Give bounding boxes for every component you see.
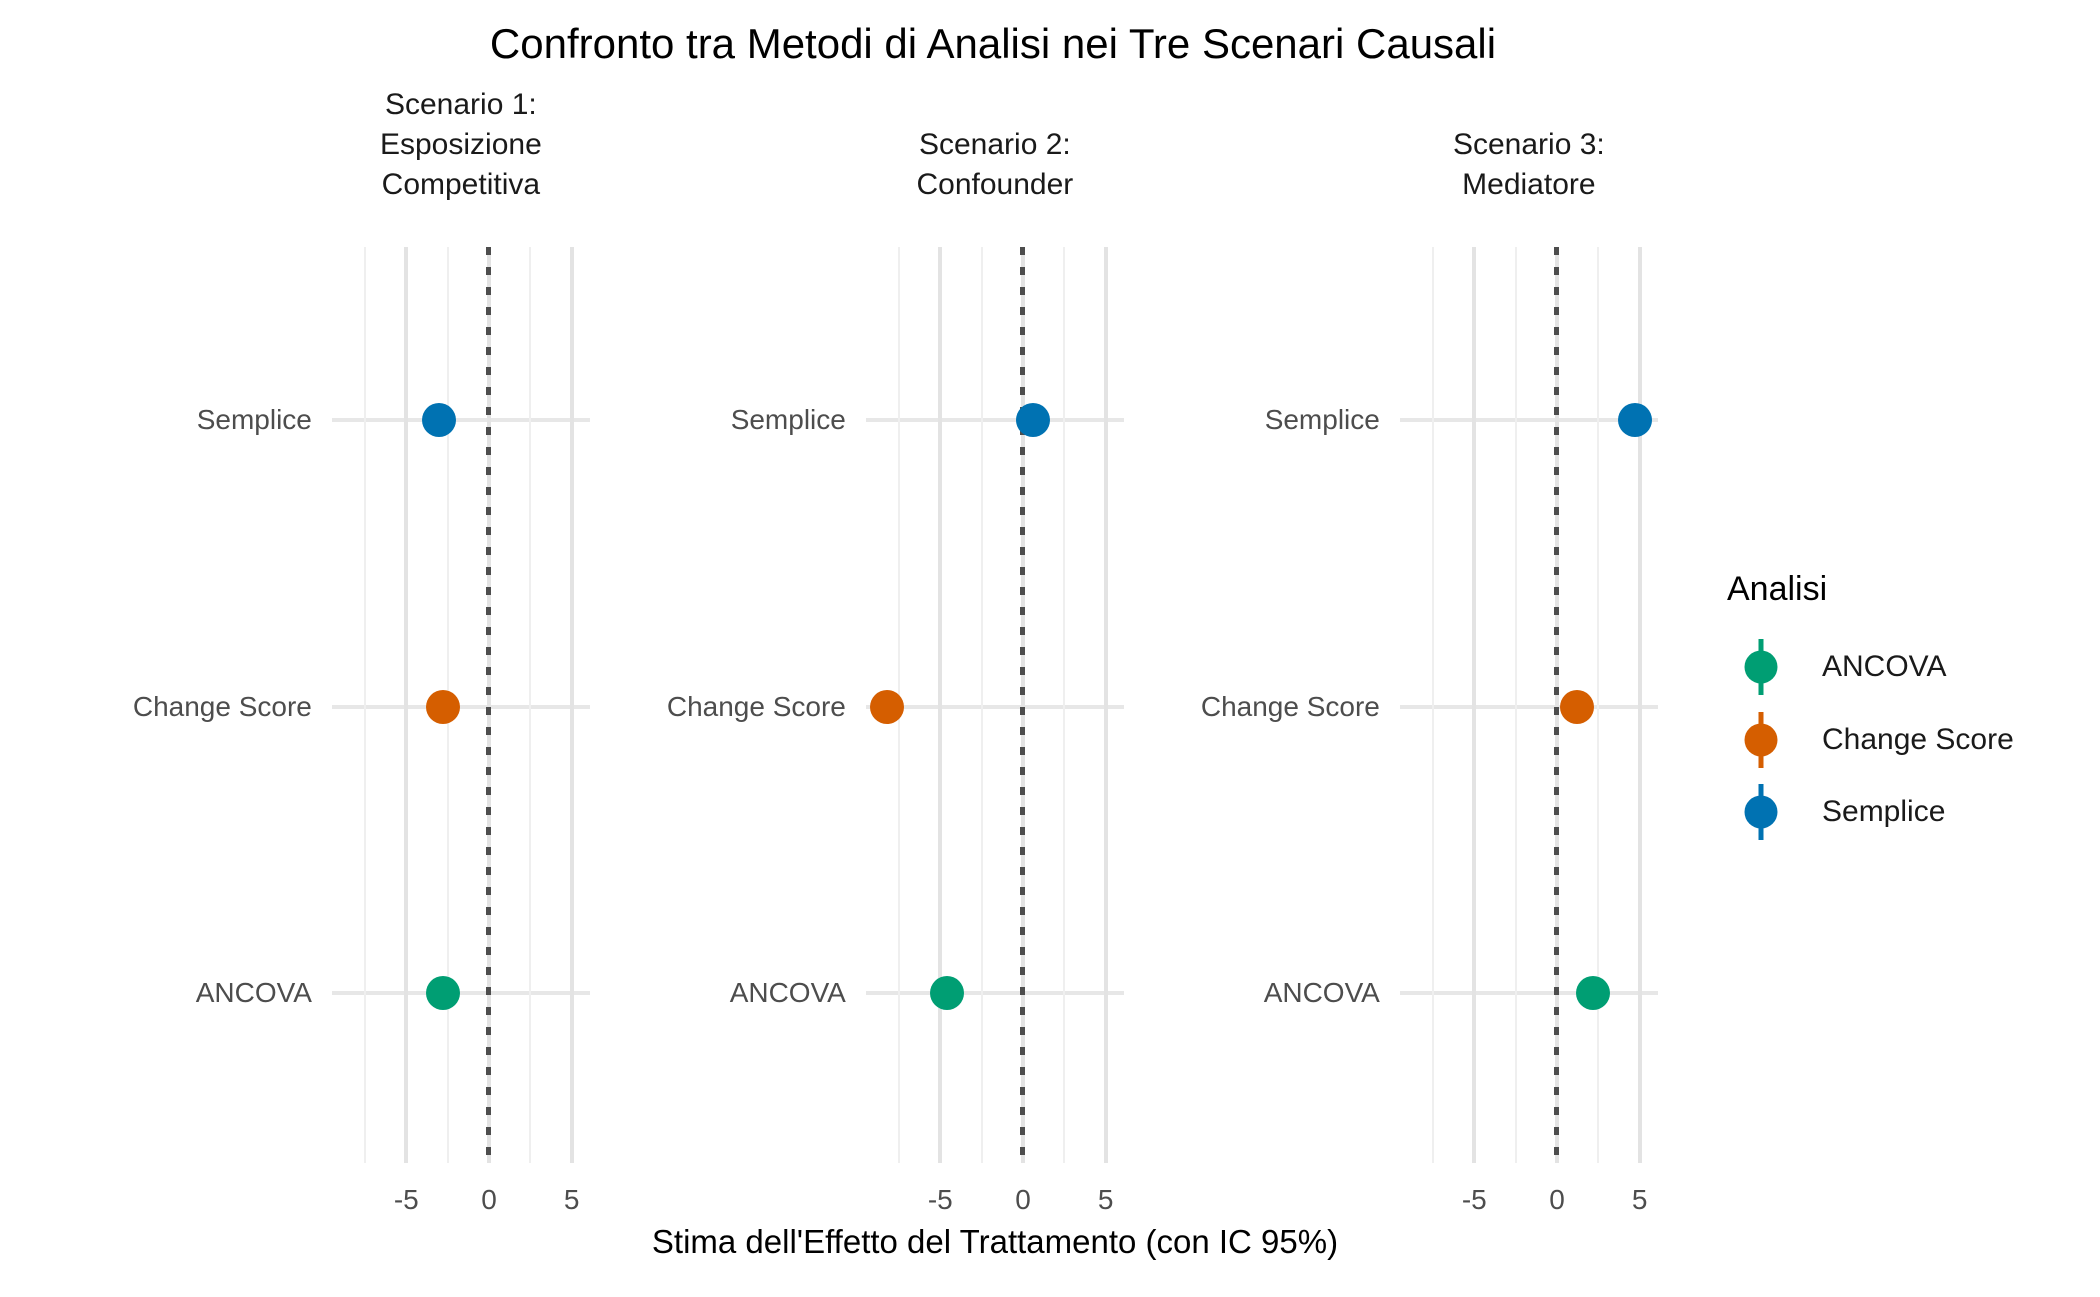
- legend-point-icon: [1744, 723, 1778, 756]
- gridline-y-major: [1399, 418, 1658, 422]
- gridline-y-major: [1399, 991, 1658, 995]
- gridline-x-minor: [363, 247, 366, 1163]
- gridline-x-major: [404, 247, 409, 1163]
- gridline-x-minor: [1514, 247, 1517, 1163]
- x-axis-tick-label: 0: [481, 1184, 497, 1215]
- y-axis-label: ANCOVA: [729, 977, 846, 1008]
- facet-strip-line: Esposizione: [379, 128, 542, 161]
- y-axis-label: Semplice: [730, 404, 846, 435]
- data-point: [425, 976, 460, 1010]
- gridline-x-major: [569, 247, 574, 1163]
- gridline-x-major: [1103, 247, 1108, 1163]
- data-point: [1015, 403, 1050, 437]
- gridline-x-major: [938, 247, 943, 1163]
- x-axis-tick-label: 0: [1015, 1184, 1031, 1215]
- legend-item-label: Semplice: [1822, 795, 1946, 828]
- x-axis-tick-label: 5: [1631, 1184, 1648, 1215]
- y-axis-label: ANCOVA: [1263, 977, 1380, 1008]
- y-axis-label: ANCOVA: [195, 977, 312, 1008]
- chart-title: Confronto tra Metodi di Analisi nei Tre …: [489, 20, 1497, 67]
- zero-reference-line: [1020, 247, 1026, 1163]
- data-point: [1576, 976, 1611, 1010]
- facet-strip: Scenario 2: Confounder: [866, 125, 1124, 205]
- gridline-x-minor: [980, 247, 983, 1163]
- gridline-y-major: [865, 991, 1124, 995]
- facet-strip: Scenario 3: Mediatore: [1400, 125, 1658, 205]
- data-point: [1559, 690, 1594, 724]
- gridline-y-major: [865, 705, 1124, 709]
- gridline-y-major: [331, 418, 590, 422]
- facet-strip-line: Scenario 3:: [1452, 128, 1605, 161]
- legend-item-label: ANCOVA: [1822, 650, 1947, 683]
- gridline-y-major: [331, 991, 590, 995]
- gridline-x-major: [1472, 247, 1477, 1163]
- gridline-x-minor: [1063, 247, 1066, 1163]
- gridline-y-major: [865, 418, 1124, 422]
- data-point: [1617, 403, 1652, 437]
- zero-reference-line: [486, 247, 492, 1163]
- legend-point-icon: [1744, 795, 1778, 829]
- x-axis-tick-label: 5: [1097, 1184, 1114, 1215]
- legend-item-label: Change Score: [1822, 722, 2014, 756]
- facet-panel: [331, 247, 590, 1163]
- facet-strip-line: Scenario 1:: [384, 88, 537, 121]
- facet-strip-line: Competitiva: [381, 168, 541, 201]
- facet-strip-line: Confounder: [916, 168, 1074, 201]
- legend-point-icon: [1744, 650, 1778, 684]
- legend-title: Analisi: [1727, 570, 1828, 608]
- y-axis-label: Semplice: [196, 404, 312, 435]
- x-axis-tick-label: 5: [563, 1184, 580, 1215]
- gridline-x-major: [1637, 247, 1642, 1163]
- y-axis-label: Change Score: [666, 691, 846, 722]
- facet-strip-line: Scenario 2:: [918, 128, 1071, 161]
- y-axis-label: Semplice: [1264, 404, 1380, 435]
- data-point: [425, 690, 460, 724]
- gridline-y-major: [1399, 705, 1658, 709]
- x-axis-title: Stima dell'Effetto del Trattamento (con …: [651, 1223, 1339, 1260]
- x-axis-tick-label: 0: [1549, 1184, 1565, 1215]
- x-axis-tick-label: -5: [927, 1184, 953, 1215]
- x-axis-tick-label: -5: [393, 1184, 419, 1215]
- y-axis-label: Change Score: [1200, 691, 1380, 722]
- data-point: [870, 690, 905, 724]
- zero-reference-line: [1554, 247, 1560, 1163]
- gridline-x-minor: [1431, 247, 1434, 1163]
- gridline-x-minor: [1597, 247, 1600, 1163]
- data-point: [929, 976, 964, 1010]
- gridline-x-minor: [529, 247, 532, 1163]
- x-axis-tick-label: -5: [1461, 1184, 1487, 1215]
- facet-strip-line: Mediatore: [1462, 168, 1596, 201]
- gridline-y-major: [331, 705, 590, 709]
- facet-panel: [865, 247, 1124, 1163]
- y-axis-label: Change Score: [132, 691, 312, 722]
- facet-strip: Scenario 1: Esposizione Competitiva: [332, 85, 590, 205]
- facet-panel: [1399, 247, 1658, 1163]
- data-point: [422, 403, 457, 437]
